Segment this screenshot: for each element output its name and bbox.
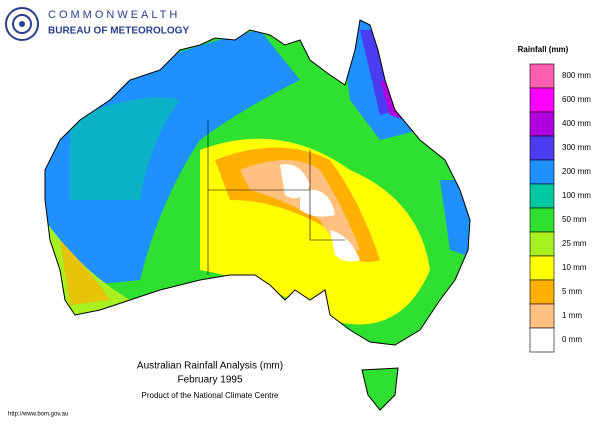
caption-credit: Product of the National Climate Centre — [142, 391, 280, 400]
caption-title: Australian Rainfall Analysis (mm) — [137, 361, 283, 372]
legend-swatch — [529, 231, 555, 257]
legend-label: 400 mm — [562, 119, 591, 128]
state-borders — [207, 120, 345, 275]
legend-swatch — [529, 327, 555, 353]
legend-label: 1 mm — [562, 311, 582, 320]
legend-swatch — [529, 279, 555, 305]
legend-label: 5 mm — [562, 287, 582, 296]
legend-label: 50 mm — [562, 215, 587, 224]
legend: 800 mm 600 mm 400 mm 300 mm 200 mm 100 mm 50 m… — [529, 63, 591, 353]
legend-swatch — [529, 303, 555, 329]
legend-label: 200 mm — [562, 167, 591, 176]
legend-swatch — [529, 111, 555, 137]
legend-swatch — [529, 207, 555, 233]
legend-swatch — [529, 63, 555, 89]
header-line1: COMMONWEALTH — [48, 9, 180, 21]
legend-label: 10 mm — [562, 263, 587, 272]
coastline — [44, 19, 471, 346]
legend-label: 600 mm — [562, 95, 591, 104]
legend-swatch — [529, 159, 555, 185]
legend-label: 0 mm — [562, 335, 582, 344]
legend-label: 100 mm — [562, 191, 591, 200]
tasmania — [361, 367, 399, 411]
footer-url: http://www.bom.gov.au — [8, 412, 68, 418]
caption-period: February 1995 — [177, 375, 242, 386]
legend-label: 300 mm — [562, 143, 591, 152]
legend-label: 25 mm — [562, 239, 587, 248]
legend-swatch — [529, 135, 555, 161]
legend-title: Rainfall (mm) — [518, 45, 569, 54]
legend-label: 800 mm — [562, 71, 591, 80]
legend-swatch — [529, 183, 555, 209]
legend-swatch — [529, 87, 555, 113]
logo — [5, 7, 39, 41]
legend-swatch — [529, 255, 555, 281]
header-line2: BUREAU OF METEOROLOGY — [48, 26, 189, 37]
